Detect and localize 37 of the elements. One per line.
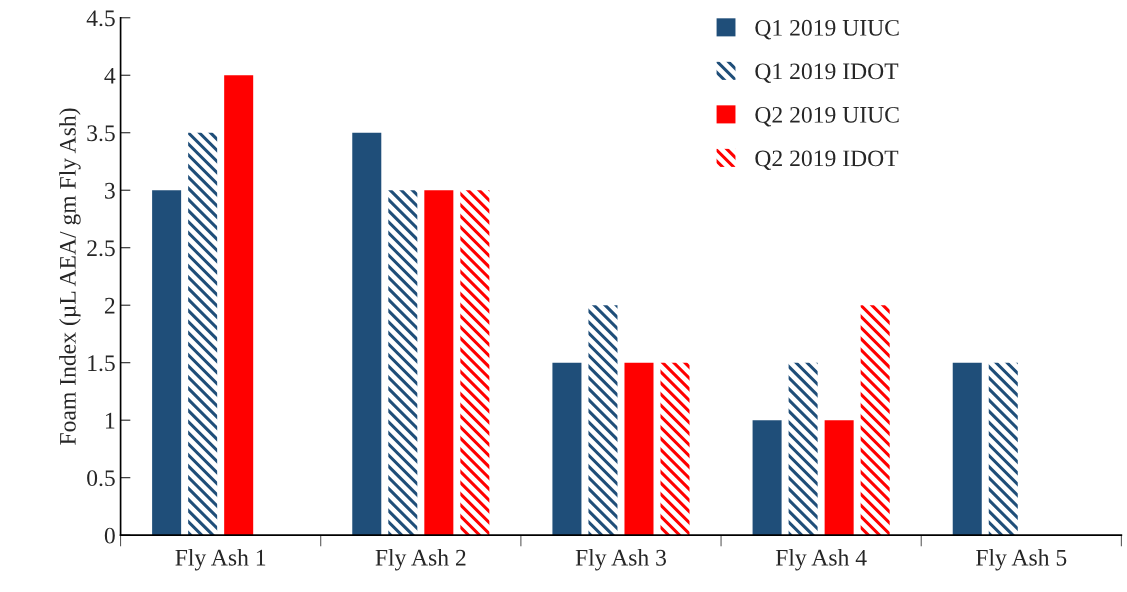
bar	[188, 132, 218, 536]
y-tick-label: 4.5	[86, 10, 115, 27]
y-tick-label: 3.5	[87, 125, 115, 142]
bar	[588, 305, 618, 536]
y-tick-label: 2	[104, 297, 115, 314]
bar	[824, 420, 854, 536]
y-tick-label: 0.5	[87, 470, 115, 487]
bar	[752, 420, 782, 536]
bar	[388, 190, 418, 536]
y-tick-label: 4	[104, 67, 116, 84]
bar	[624, 362, 654, 536]
x-tick-label: Fly Ash 3	[575, 549, 666, 571]
bar	[460, 190, 490, 536]
legend-label: Q2 2019 UIUC	[755, 106, 899, 127]
bar	[788, 362, 818, 536]
y-tick-label: 1	[106, 412, 115, 429]
y-tick-label: 0	[104, 527, 115, 544]
legend-label: Q1 2019 IDOT	[755, 63, 899, 83]
y-tick-label: 2.5	[87, 240, 115, 257]
x-tick-label: Fly Ash 2	[375, 549, 466, 571]
bar	[660, 362, 690, 536]
bar	[424, 190, 454, 536]
x-tick-label: Fly Ash 5	[976, 549, 1067, 571]
bar	[152, 190, 182, 536]
y-axis-title: Foam Index (µL AEA/ gm Fly Ash)	[59, 108, 81, 445]
bar	[988, 362, 1018, 536]
y-tick-label: 1.5	[88, 355, 115, 372]
bar	[860, 305, 890, 536]
bar	[352, 132, 382, 536]
bar	[552, 362, 582, 536]
x-tick-label: Fly Ash 1	[175, 549, 266, 571]
legend-label: Q2 2019 IDOT	[755, 150, 899, 170]
bar	[224, 75, 254, 536]
y-tick-label: 3	[105, 182, 115, 199]
legend-label: Q1 2019 UIUC	[755, 19, 899, 40]
bar	[952, 362, 982, 536]
x-tick-label: Fly Ash 4	[775, 549, 867, 571]
